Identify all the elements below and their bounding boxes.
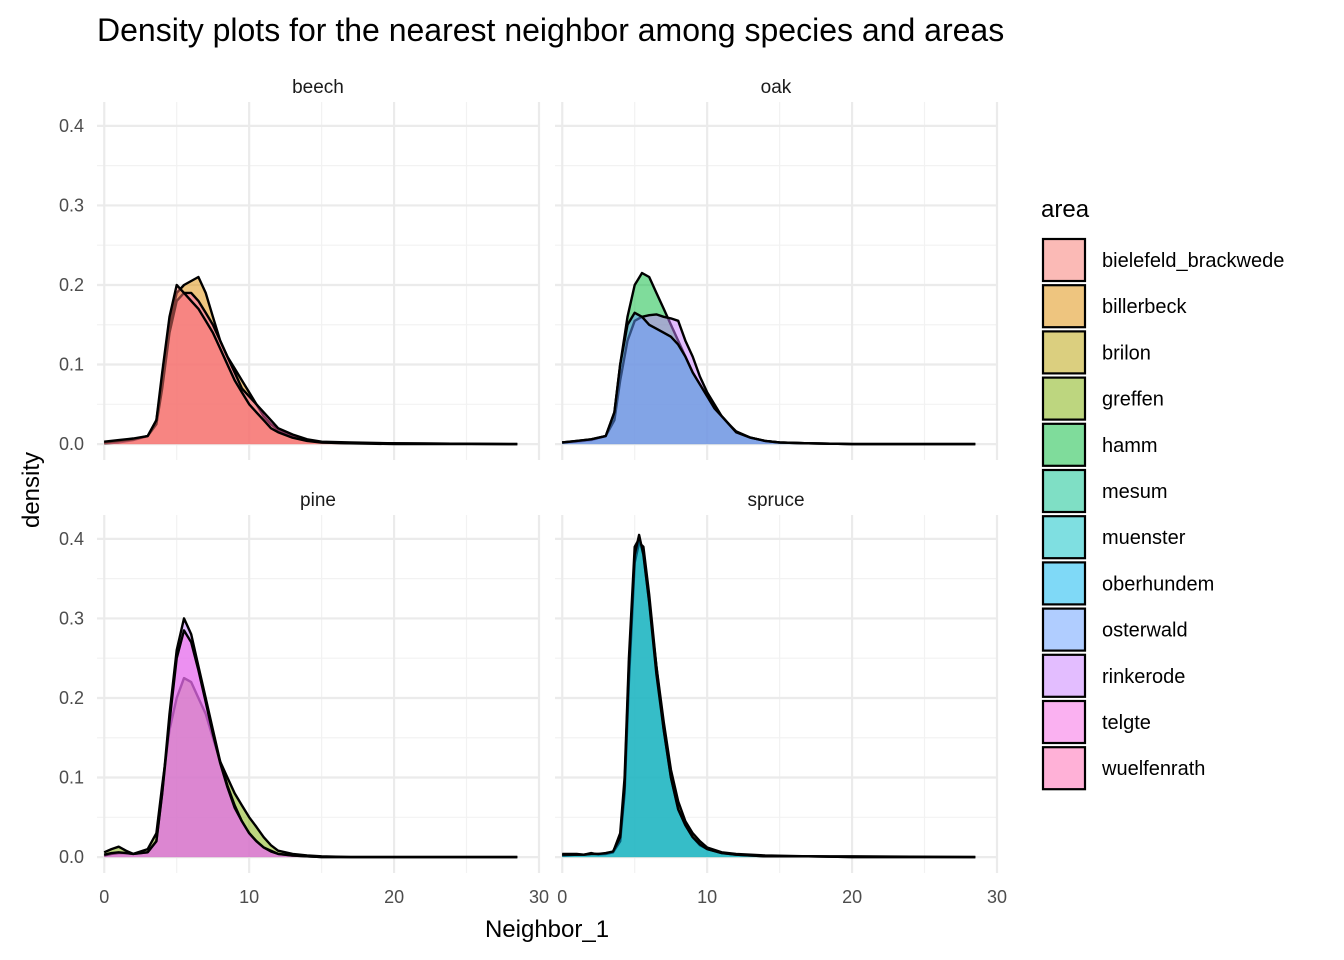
- x-tick-label: 0: [99, 887, 109, 907]
- y-tick-label: 0.4: [59, 529, 84, 549]
- legend-item: muenster: [1041, 515, 1186, 560]
- legend-key: [1041, 284, 1087, 329]
- legend-label: muenster: [1102, 527, 1186, 549]
- legend-label: greffen: [1102, 389, 1164, 411]
- x-tick-label: 10: [239, 887, 259, 907]
- y-tick-label: 0.0: [59, 434, 84, 454]
- legend-label: bielefeld_brackwede: [1102, 250, 1284, 272]
- legend-label: mesum: [1102, 481, 1168, 503]
- legend-item: mesum: [1041, 468, 1168, 514]
- density-area-oberhundem: [562, 534, 976, 858]
- legend-item: hamm: [1041, 422, 1158, 467]
- facet-label: pine: [300, 490, 336, 511]
- legend-item: billerbeck: [1041, 284, 1187, 329]
- legend-item: oberhundem: [1041, 561, 1214, 606]
- legend-key: [1041, 653, 1087, 698]
- y-tick-label: 0.3: [59, 608, 84, 628]
- y-tick-label: 0.3: [59, 195, 84, 215]
- legend-item: bielefeld_brackwede: [1041, 237, 1284, 283]
- x-tick-label: 30: [987, 887, 1007, 907]
- density-line-telgte: [103, 629, 518, 859]
- facet-panels: beech 0.0 0.1 0.2 0.3 0.4 oak pine 0.0 0.1 0.2 0.3 0…: [59, 77, 1007, 907]
- panel-pine: pine 0.0 0.1 0.2 0.3 0.4 0 10 20 30: [59, 490, 549, 907]
- legend-item: osterwald: [1041, 607, 1188, 652]
- y-tick-label: 0.0: [59, 847, 84, 867]
- y-tick-label: 0.4: [59, 116, 84, 136]
- chart-title: Density plots for the nearest neighbor a…: [97, 12, 1004, 48]
- legend-label: telgte: [1102, 712, 1151, 734]
- legend-key: [1041, 746, 1087, 791]
- legend-key: [1041, 237, 1087, 283]
- legend-key: [1041, 699, 1087, 745]
- x-tick-label: 30: [529, 887, 549, 907]
- legend-item: rinkerode: [1041, 653, 1185, 698]
- legend-key: [1041, 468, 1087, 514]
- legend-key: [1041, 607, 1087, 652]
- y-tick-label: 0.2: [59, 688, 84, 708]
- legend-item: wuelfenrath: [1041, 746, 1205, 791]
- density-line-bielefeld_brackwede: [104, 283, 518, 446]
- y-tick-label: 0.1: [59, 768, 84, 788]
- legend-key: [1041, 561, 1087, 606]
- x-tick-label: 0: [557, 887, 567, 907]
- legend-title: area: [1041, 196, 1090, 223]
- y-tick-label: 0.1: [59, 355, 84, 375]
- x-axis-title: Neighbor_1: [485, 916, 609, 943]
- legend-label: wuelfenrath: [1101, 758, 1205, 780]
- density-line-oberhundem: [562, 533, 976, 859]
- facet-label: oak: [761, 77, 792, 98]
- legend-label: oberhundem: [1102, 573, 1214, 595]
- density-line-osterwald: [562, 311, 976, 446]
- legend-item: telgte: [1041, 699, 1151, 745]
- legend-key: [1041, 422, 1087, 467]
- density-area-telgte: [104, 630, 518, 858]
- legend-key: [1041, 515, 1087, 560]
- x-tick-label: 20: [842, 887, 862, 907]
- legend-item: brilon: [1041, 330, 1151, 375]
- legend-key: [1041, 330, 1087, 375]
- y-axis-title: density: [18, 452, 45, 528]
- panel-spruce: spruce 0 10 20 30: [555, 490, 1007, 907]
- legend-label: osterwald: [1102, 620, 1188, 642]
- x-tick-label: 20: [384, 887, 404, 907]
- panel-oak: oak: [555, 77, 999, 460]
- legend-label: billerbeck: [1102, 296, 1187, 318]
- legend-item: greffen: [1041, 376, 1164, 421]
- density-area-osterwald: [562, 312, 976, 445]
- facet-label: spruce: [747, 490, 804, 511]
- legend-key: [1041, 376, 1087, 421]
- legend: bielefeld_brackwede billerbeck brilon greff…: [1041, 237, 1284, 791]
- legend-label: rinkerode: [1102, 666, 1185, 688]
- facet-label: beech: [292, 77, 344, 98]
- legend-label: hamm: [1102, 435, 1158, 457]
- panel-beech: beech 0.0 0.1 0.2 0.3 0.4: [59, 77, 541, 460]
- y-tick-label: 0.2: [59, 275, 84, 295]
- legend-label: brilon: [1102, 342, 1151, 364]
- x-tick-label: 10: [697, 887, 717, 907]
